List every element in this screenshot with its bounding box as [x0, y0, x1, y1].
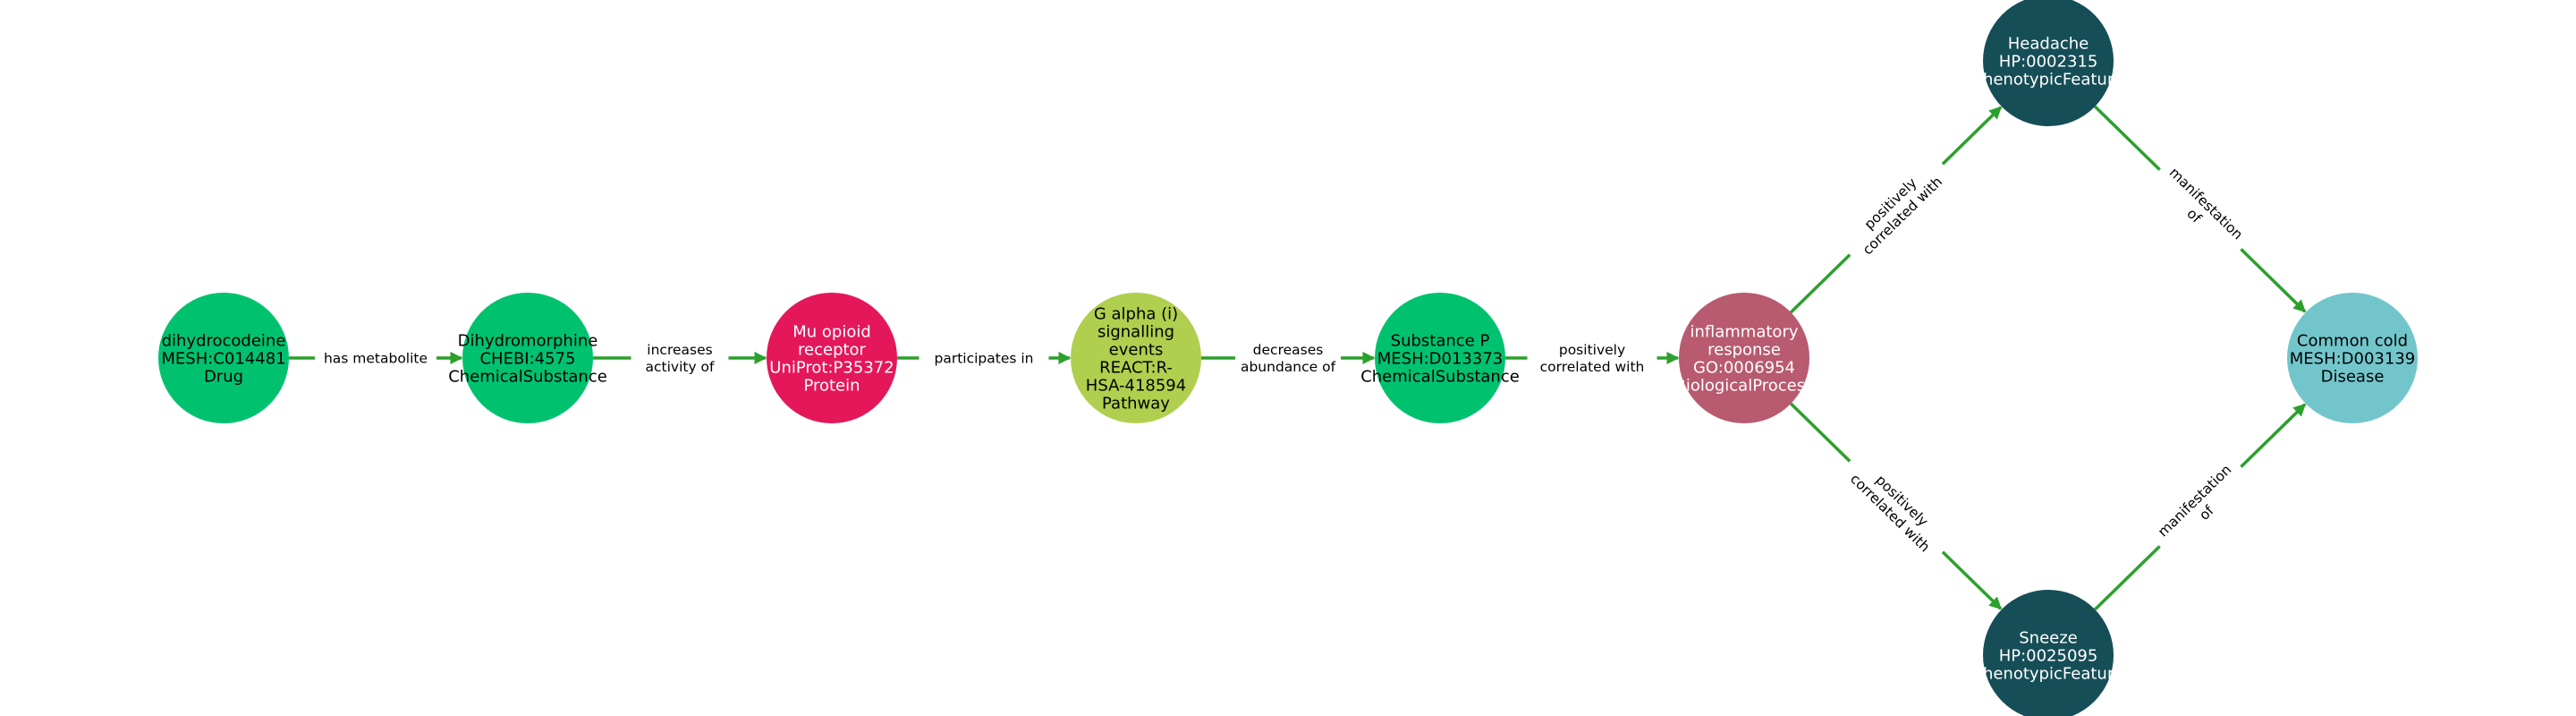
edge-label-background [2146, 453, 2255, 560]
node-label-line: G alpha (i) [1094, 305, 1178, 324]
node-label-line: UniProt:P35372 [769, 359, 894, 378]
node-label-line: PhenotypicFeature [1973, 665, 2123, 684]
edge-label-background [1235, 339, 1341, 377]
edge-label-background [919, 347, 1049, 369]
node-g-alpha-i[interactable]: G alpha (i)signallingeventsREACT:R-HSA-4… [1071, 293, 1201, 423]
node-label-line: GO:0006954 [1693, 359, 1795, 378]
node-inflammatory-response[interactable]: inflammatoryresponseGO:0006954Biological… [1674, 293, 1814, 423]
edge-label-background [631, 339, 729, 377]
node-label-line: PhenotypicFeature [1973, 71, 2123, 90]
node-label-line: dihydrocodeine [162, 332, 286, 351]
edge-label-background [1836, 448, 1956, 566]
node-label-line: inflammatory [1690, 323, 1799, 342]
edge-label-text: positively [1559, 342, 1625, 358]
edge-label-background [1836, 150, 1956, 268]
edge-label-text: has metabolite [324, 351, 428, 367]
node-label-line: HP:0025095 [1999, 647, 2098, 666]
edge-label: participates in [919, 347, 1049, 369]
node-label-line: MESH:D013373 [1377, 350, 1504, 369]
node-circle [158, 293, 289, 423]
node-circle [462, 293, 593, 423]
node-label-line: MESH:C014481 [161, 350, 285, 369]
edge-label-text: activity of [645, 359, 715, 375]
node-label-line: Pathway [1102, 395, 1170, 413]
node-label-line: MESH:D003139 [2290, 350, 2416, 369]
node-label-line: Drug [204, 368, 243, 387]
node-circle [1983, 0, 2114, 126]
node-label-line: Protein [803, 377, 860, 396]
edge-label-text: correlated with [1540, 359, 1645, 375]
node-circle [1071, 293, 1201, 423]
node-label-line: signalling [1097, 323, 1174, 342]
node-label-line: Sneeze [2019, 629, 2078, 648]
node-label-line: Headache [2008, 35, 2089, 54]
node-circle [2287, 293, 2418, 423]
node-label-line: Mu opioid [792, 323, 871, 342]
node-label-line: Disease [2321, 368, 2385, 387]
node-label-line: HSA-418594 [1086, 377, 1186, 396]
node-label-line: ChemicalSubstance [1360, 368, 1520, 387]
node-label-line: CHEBI:4575 [479, 350, 575, 369]
node-label-line: Substance P [1391, 332, 1490, 351]
node-circle [767, 293, 897, 423]
node-circle [1983, 590, 2114, 716]
edge-label: has metabolite [315, 347, 436, 369]
node-circle [1375, 293, 1505, 423]
edge-label-background [1527, 339, 1657, 377]
edge-label-text: decreases [1253, 342, 1324, 358]
node-label-line: Common cold [2297, 332, 2408, 351]
node-dihydromorphine[interactable]: DihydromorphineCHEBI:4575ChemicalSubstan… [448, 293, 607, 423]
node-label-line: HP:0002315 [1999, 53, 2098, 72]
node-circle [1679, 293, 1809, 423]
edge-label-background [2146, 156, 2255, 263]
node-label-line: REACT:R- [1099, 359, 1173, 378]
node-label-line: ChemicalSubstance [448, 368, 607, 387]
node-label-line: receptor [798, 341, 867, 360]
node-label-line: response [1707, 341, 1781, 360]
edge-label-text: increases [647, 342, 712, 358]
node-label-line: events [1109, 341, 1164, 360]
node-label-line: BiologicalProcess [1674, 377, 1813, 396]
edge-label-text: participates in [934, 351, 1033, 367]
edge-label-background [315, 347, 436, 369]
edge-label-text: abundance of [1241, 359, 1336, 375]
node-label-line: Dihydromorphine [458, 332, 598, 351]
